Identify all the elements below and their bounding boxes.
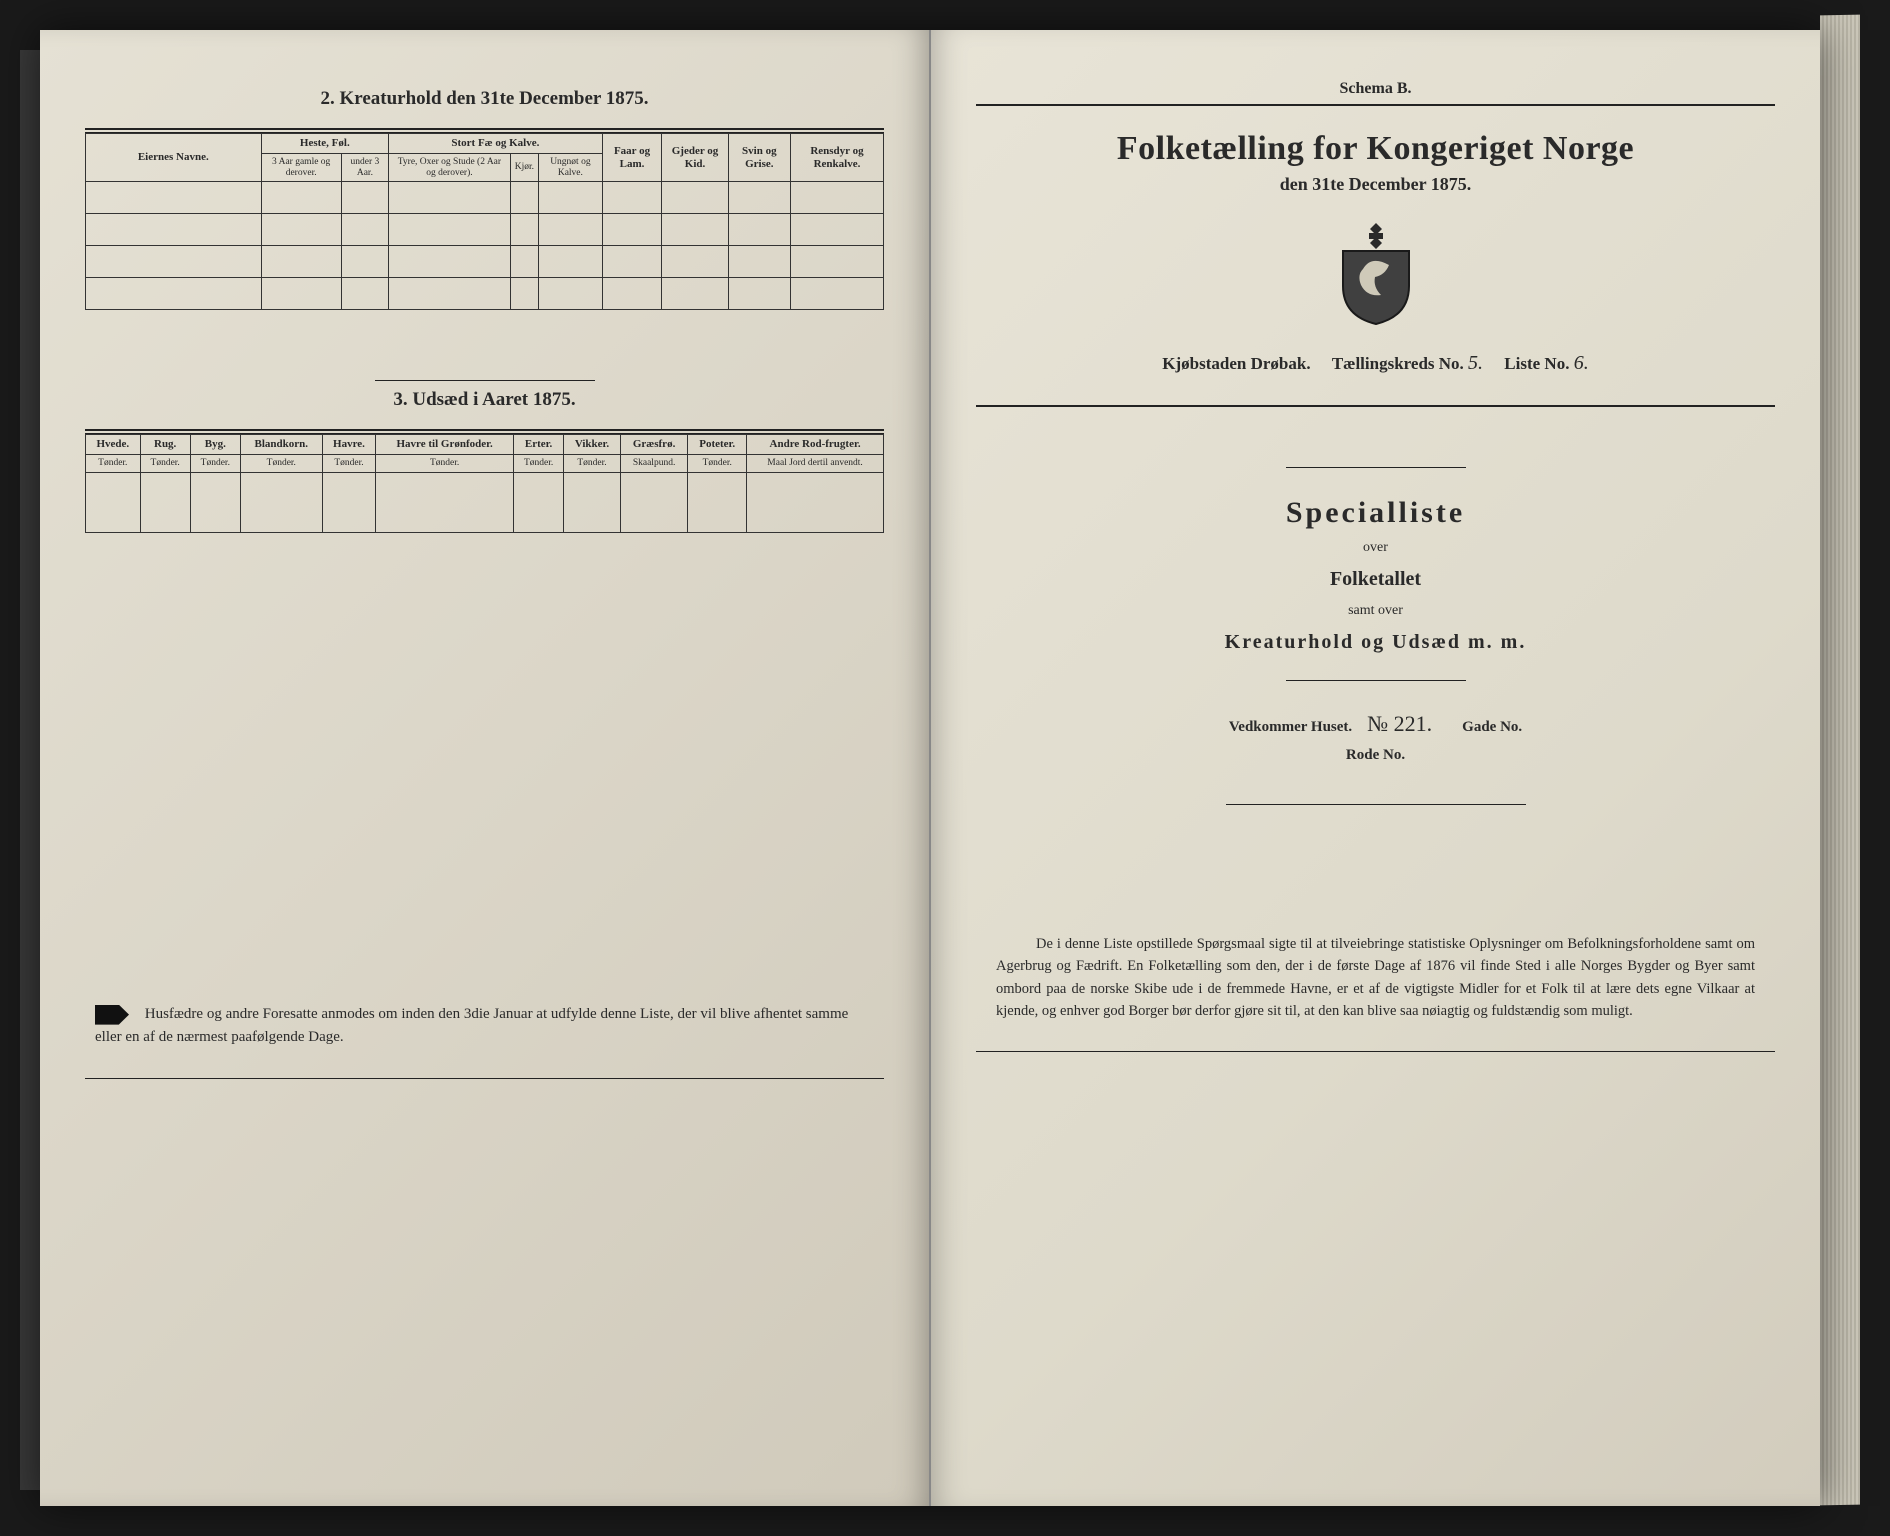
table-row (86, 473, 884, 533)
samt-over-label: samt over (976, 603, 1775, 619)
rule (1226, 804, 1526, 805)
tkreds-label: Tællingskreds No. (1332, 354, 1464, 373)
rule (85, 1078, 884, 1079)
table-header-row: Hvede.Rug.Byg.Blandkorn.Havre.Havre til … (86, 435, 884, 455)
blank-cell (240, 473, 322, 533)
col-header: Byg. (190, 435, 240, 455)
col-header: Poteter. (688, 435, 747, 455)
section2-title: 2. Kreaturhold den 31te December 1875. (85, 88, 884, 110)
col-unit: Maal Jord dertil anvendt. (747, 455, 884, 473)
vedk-label: Vedkommer Huset. (1229, 719, 1352, 735)
heste-b: under 3 Aar. (341, 153, 388, 182)
blank-cell (747, 473, 884, 533)
rode-label: Rode No. (1346, 747, 1405, 763)
col-unit: Tønder. (322, 455, 376, 473)
right-page: Schema B. Folketælling for Kongeriget No… (931, 30, 1820, 1506)
table-row (86, 214, 884, 246)
col-header: Rug. (140, 435, 190, 455)
schema-label: Schema B. (976, 80, 1775, 98)
blank-cell (322, 473, 376, 533)
blank-cell (688, 473, 747, 533)
specialliste-heading: Specialliste (976, 496, 1775, 530)
col-header: Andre Rod-frugter. (747, 435, 884, 455)
col-unit: Tønder. (376, 455, 514, 473)
stort-b: Kjør. (510, 153, 538, 182)
stort-c: Ungnøt og Kalve. (539, 153, 603, 182)
col-rensdyr: Rensdyr og Renkalve. (790, 134, 883, 182)
kreatur-label: Kreaturhold og Udsæd m. m. (976, 631, 1775, 654)
kjobstad-label: Kjøbstaden Drøbak. (1162, 354, 1310, 373)
gade-label: Gade No. (1462, 719, 1522, 735)
rule (1286, 467, 1466, 468)
col-header: Erter. (514, 435, 564, 455)
col-gjeder: Gjeder og Kid. (662, 134, 728, 182)
folketallet-label: Folketallet (976, 568, 1775, 591)
footer-text: Husfædre og andre Foresatte anmodes om i… (95, 1006, 848, 1045)
sub-title: den 31te December 1875. (976, 174, 1775, 195)
footer-note: Husfædre og andre Foresatte anmodes om i… (85, 1003, 884, 1048)
rule (976, 405, 1775, 406)
table-row (86, 182, 884, 214)
col-unit: Tønder. (514, 455, 564, 473)
col-unit: Tønder. (688, 455, 747, 473)
census-book: 2. Kreaturhold den 31te December 1875. E… (40, 30, 1820, 1506)
pointing-hand-icon (95, 1005, 129, 1025)
vedkommer-line: Vedkommer Huset. № 221. Gade No. (976, 711, 1775, 737)
para-text: De i denne Liste opstillede Spørgsmaal s… (996, 936, 1755, 1019)
main-title: Folketælling for Kongeriget Norge (976, 130, 1775, 168)
col-unit: Tønder. (190, 455, 240, 473)
rule (1286, 680, 1466, 681)
title-frame: Folketælling for Kongeriget Norge den 31… (976, 104, 1775, 407)
col-eier: Eiernes Navne. (86, 134, 262, 182)
location-line: Kjøbstaden Drøbak. Tællingskreds No. 5. … (976, 352, 1775, 375)
tkreds-value: 5. (1468, 352, 1483, 374)
blank-cell (140, 473, 190, 533)
table-units-row: Tønder.Tønder.Tønder.Tønder.Tønder.Tønde… (86, 455, 884, 473)
vedk-value: № 221. (1367, 711, 1432, 736)
blank-cell (514, 473, 564, 533)
kreaturhold-table: Eiernes Navne. Heste, Føl. Stort Fæ og K… (85, 133, 884, 310)
liste-label: Liste No. (1504, 354, 1569, 373)
col-unit: Tønder. (240, 455, 322, 473)
blank-cell (620, 473, 687, 533)
rode-line: Rode No. (976, 747, 1775, 764)
stort-a: Tyre, Oxer og Stude (2 Aar og derover). (389, 153, 511, 182)
col-header: Hvede. (86, 435, 141, 455)
grp-stort: Stort Fæ og Kalve. (389, 134, 603, 154)
col-unit: Skaalpund. (620, 455, 687, 473)
blank-cell (376, 473, 514, 533)
bottom-paragraph: De i denne Liste opstillede Spørgsmaal s… (976, 933, 1775, 1023)
blank-cell (86, 473, 141, 533)
section3-title: 3. Udsæd i Aaret 1875. (85, 389, 884, 411)
coat-of-arms-icon (1331, 221, 1421, 326)
col-unit: Tønder. (86, 455, 141, 473)
table-row (86, 246, 884, 278)
col-unit: Tønder. (140, 455, 190, 473)
liste-value: 6. (1574, 352, 1589, 374)
heste-a: 3 Aar gamle og derover. (261, 153, 341, 182)
rule (976, 1051, 1775, 1052)
blank-cell (564, 473, 621, 533)
col-header: Blandkorn. (240, 435, 322, 455)
blank-cell (190, 473, 240, 533)
rule (375, 380, 595, 381)
col-svin: Svin og Grise. (728, 134, 790, 182)
col-unit: Tønder. (564, 455, 621, 473)
col-header: Græsfrø. (620, 435, 687, 455)
over-label: over (976, 540, 1775, 556)
col-header: Havre til Grønfoder. (376, 435, 514, 455)
grp-heste: Heste, Føl. (261, 134, 389, 154)
table-row (86, 278, 884, 310)
udsaed-table: Hvede.Rug.Byg.Blandkorn.Havre.Havre til … (85, 434, 884, 533)
left-page: 2. Kreaturhold den 31te December 1875. E… (40, 30, 931, 1506)
col-header: Vikker. (564, 435, 621, 455)
col-faar: Faar og Lam. (602, 134, 662, 182)
col-header: Havre. (322, 435, 376, 455)
